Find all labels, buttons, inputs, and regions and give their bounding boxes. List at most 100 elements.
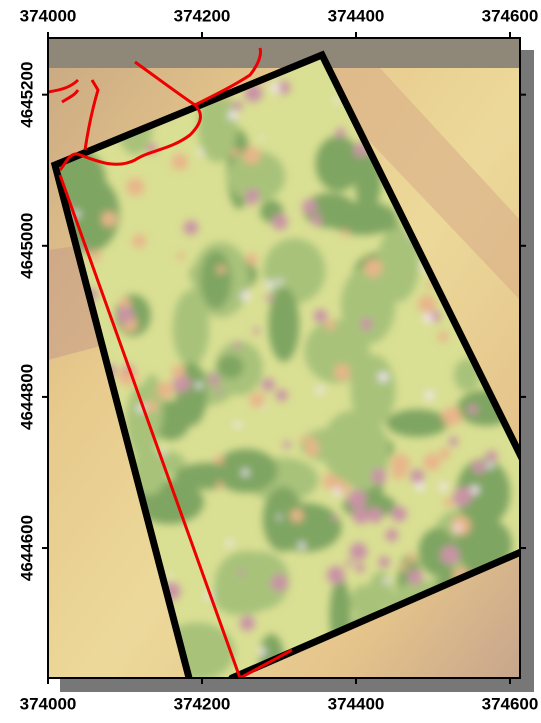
hot-spot (265, 294, 274, 302)
hot-spot (246, 253, 258, 265)
hot-spot (385, 528, 399, 542)
hot-spot (208, 373, 221, 386)
peak (265, 280, 275, 289)
hot-spot (300, 435, 308, 443)
y-tick-label: 4644600 (17, 515, 36, 581)
hot-spot (417, 294, 437, 314)
peak (258, 647, 267, 656)
hot-spot (253, 327, 260, 335)
hot-spot (367, 507, 383, 523)
hot-spot (349, 542, 368, 561)
y-tick-label: 4644800 (17, 364, 36, 430)
peak (197, 149, 204, 156)
hot-spot (370, 468, 387, 485)
hot-spot (276, 80, 291, 95)
hot-spot (89, 250, 101, 262)
hot-spot (275, 389, 288, 402)
peak (423, 313, 434, 324)
hot-spot (118, 297, 131, 310)
green-patch (174, 462, 244, 490)
hot-spot (335, 127, 346, 138)
hot-spot (239, 615, 255, 631)
x-tick-label-bottom: 374200 (174, 694, 231, 713)
peak (270, 83, 281, 93)
hot-spot (261, 378, 275, 392)
y-tick-label: 4645000 (17, 213, 36, 279)
green-patch (262, 486, 304, 552)
hot-spot (347, 489, 367, 509)
hot-spot (271, 214, 288, 230)
x-tick-label-top: 374200 (174, 6, 231, 25)
hot-spot (310, 214, 323, 226)
hot-spot (183, 220, 199, 235)
hot-spot (132, 234, 147, 248)
hot-spot (214, 454, 224, 465)
hot-spot (437, 331, 449, 342)
peak (276, 279, 283, 286)
hot-spot (440, 545, 460, 565)
green-patch (456, 458, 511, 527)
peak (168, 573, 173, 579)
hot-spot (378, 556, 390, 568)
y-tick-label: 4645200 (17, 62, 36, 128)
peak (225, 539, 234, 547)
hot-spot (237, 569, 245, 576)
hot-spot (423, 453, 441, 471)
hot-spot (302, 199, 317, 215)
peak (234, 421, 242, 429)
peak (333, 487, 342, 496)
hot-spot (360, 317, 373, 331)
peak (195, 382, 203, 389)
hot-spot (231, 148, 240, 157)
green-patch (214, 550, 280, 615)
hot-spot (472, 460, 486, 474)
hot-spot (355, 562, 366, 573)
hot-spot (390, 454, 411, 474)
peak (378, 372, 389, 383)
green-patch (197, 89, 238, 163)
hot-spot (407, 569, 423, 585)
hot-spot (439, 447, 451, 460)
hot-spot (467, 404, 479, 415)
peak (160, 449, 167, 456)
green-patch (315, 135, 362, 192)
green-patch (386, 409, 449, 437)
hot-spot (364, 259, 383, 278)
green-patch (216, 354, 244, 379)
hot-spot (443, 498, 453, 508)
hot-spot (345, 560, 353, 567)
peak (470, 485, 480, 495)
peak (333, 97, 341, 104)
hot-spot (341, 229, 350, 237)
overlays (48, 47, 520, 678)
peak (241, 291, 251, 301)
hot-spot (171, 153, 189, 171)
green-patch (263, 238, 326, 304)
peak (241, 469, 249, 477)
peak (259, 135, 264, 141)
green-patch (172, 290, 210, 367)
peak (424, 390, 435, 401)
hot-spot (116, 306, 135, 324)
hot-spot (172, 374, 191, 393)
hot-spot (399, 563, 408, 572)
hot-spot (216, 265, 226, 274)
hot-spot (352, 507, 369, 525)
peak (316, 386, 325, 395)
hot-spot (282, 440, 291, 449)
peak (486, 461, 494, 469)
x-tick-label-bottom: 374600 (482, 694, 539, 713)
hot-spot (334, 364, 351, 381)
peak (262, 405, 267, 410)
hot-spot (216, 481, 224, 490)
green-patch (200, 250, 232, 310)
hot-spot (409, 552, 416, 560)
red-boundary (58, 174, 293, 678)
hot-spot (247, 199, 255, 207)
peak (228, 110, 238, 120)
green-patch (376, 227, 420, 302)
hot-spot (326, 565, 346, 585)
hot-spot (331, 515, 338, 522)
